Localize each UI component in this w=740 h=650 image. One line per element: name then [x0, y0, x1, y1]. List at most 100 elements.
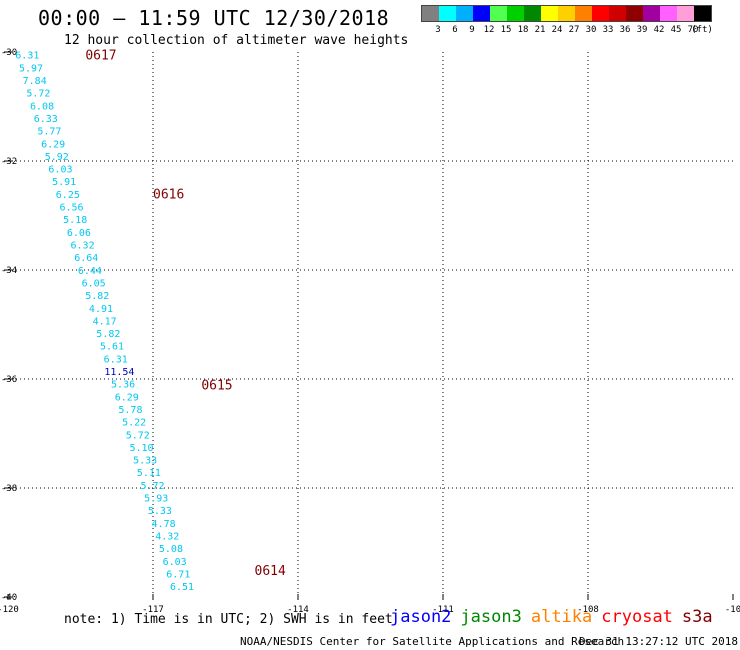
wave-height-point: 5.82	[96, 329, 120, 340]
color-scale-legend: 3 6 9 12 15 18 21 24 27 30 33 36 39 42 45 70 (ft)	[421, 5, 713, 36]
wave-height-point: 5.33	[148, 506, 172, 517]
wave-height-point: 11.54	[104, 367, 134, 378]
y-tick-label: -38	[1, 484, 17, 494]
legend-labels: 3 6 9 12 15 18 21 24 27 30 33 36 39 42 45 70 (ft)	[421, 22, 713, 36]
legend-swatch	[575, 6, 592, 21]
wave-height-point: 5.72	[26, 89, 50, 100]
wave-height-point: 5.82	[85, 291, 109, 302]
wave-height-point: 6.56	[59, 203, 83, 214]
legend-swatch	[626, 6, 643, 21]
satellite-name: altika	[530, 607, 593, 627]
wave-height-point: 5.93	[144, 494, 168, 505]
legend-label: 18	[517, 25, 529, 35]
wave-height-point: 5.33	[133, 456, 157, 467]
wave-height-point: 6.05	[82, 278, 106, 289]
y-tick-label: -32	[1, 157, 17, 167]
wave-height-point: 5.36	[111, 380, 135, 391]
wave-height-points: 6.315.977.845.726.086.335.776.295.926.03…	[15, 51, 194, 593]
wave-height-point: 6.03	[48, 165, 72, 176]
wave-height-point: 6.51	[170, 582, 194, 593]
wave-height-point: 6.33	[34, 114, 58, 125]
legend-label: 39	[636, 25, 648, 35]
wave-height-point: 5.61	[100, 342, 124, 353]
footnote: note: 1) Time is in UTC; 2) SWH is in fe…	[64, 612, 393, 627]
wave-height-point: 6.44	[78, 266, 102, 277]
wave-height-point: 6.29	[41, 139, 65, 150]
x-tick-label: -108	[577, 605, 599, 615]
legend-label: 33	[602, 25, 614, 35]
wave-height-point: 4.78	[152, 519, 176, 530]
wave-height-point: 5.78	[118, 405, 142, 416]
wave-height-point: 5.72	[126, 430, 150, 441]
wave-height-point: 5.08	[159, 544, 183, 555]
legend-swatch	[609, 6, 626, 21]
wave-height-point: 7.84	[23, 76, 47, 87]
wave-height-point: 6.71	[166, 569, 190, 580]
wave-height-point: 5.91	[52, 177, 76, 188]
legend-swatch	[456, 6, 473, 21]
legend-label: 6	[452, 25, 458, 35]
credit-line: NOAA/NESDIS Center for Satellite Applica…	[240, 635, 625, 648]
legend-label: (ft)	[691, 25, 713, 35]
legend-swatch	[643, 6, 660, 21]
x-tick-label: -117	[142, 605, 164, 615]
legend-label: 21	[534, 25, 546, 35]
wave-height-point: 6.06	[67, 228, 91, 239]
generated-timestamp: Dec 31 13:27:12 UTC 2018	[579, 635, 738, 648]
time-label: 0617	[85, 49, 116, 64]
legend-swatch	[592, 6, 609, 21]
legend-label: 9	[469, 25, 475, 35]
legend-label: 36	[619, 25, 631, 35]
chart-subtitle: 12 hour collection of altimeter wave hei…	[64, 33, 409, 48]
legend-swatch	[524, 6, 541, 21]
legend-label: 27	[568, 25, 580, 35]
satellite-name: jason3	[460, 607, 522, 627]
wave-height-point: 6.08	[30, 101, 54, 112]
chart-title: 00:00 – 11:59 UTC 12/30/2018	[38, 6, 390, 30]
legend-swatch	[541, 6, 558, 21]
legend-label: 3	[435, 25, 441, 35]
wave-height-point: 5.72	[140, 481, 164, 492]
y-tick-label: -40	[1, 593, 17, 603]
legend-label: 30	[585, 25, 597, 35]
wave-height-point: 5.92	[45, 152, 69, 163]
grid-lines	[8, 52, 733, 597]
axes	[4, 51, 734, 600]
y-tick-label: -34	[1, 266, 17, 276]
legend-swatches	[421, 5, 712, 22]
wave-height-point: 6.64	[74, 253, 98, 264]
legend-swatch	[439, 6, 456, 21]
legend-swatch	[660, 6, 677, 21]
legend-label: 42	[653, 25, 665, 35]
legend-swatch	[694, 6, 711, 21]
legend-label: 70	[687, 25, 699, 35]
wave-height-point: 5.18	[63, 215, 87, 226]
wave-height-point: 6.25	[56, 190, 80, 201]
legend-swatch	[422, 6, 439, 21]
legend-label: 45	[670, 25, 682, 35]
y-tick-label: -30	[1, 48, 17, 58]
x-tick-label: -111	[432, 605, 454, 615]
wave-height-point: 6.31	[104, 354, 128, 365]
y-tick-label: -36	[1, 375, 17, 385]
tick-labels: -30 -32 -34 -36 -38 -40 -120 -117 -114 -111 -108 -1…	[0, 48, 740, 615]
legend-label: 24	[551, 25, 563, 35]
x-tick-label: -10	[725, 605, 740, 615]
wave-height-point: 5.22	[122, 418, 146, 429]
legend-swatch	[507, 6, 524, 21]
satellite-name: cryosat	[601, 607, 673, 627]
satellite-name: jason2	[390, 607, 452, 627]
wave-height-point: 5.77	[37, 127, 61, 138]
wave-height-point: 6.03	[163, 557, 187, 568]
wave-height-point: 4.91	[89, 304, 113, 315]
wave-height-point: 4.32	[155, 531, 179, 542]
legend-swatch	[558, 6, 575, 21]
time-label: 0615	[201, 378, 232, 393]
x-tick-label: -120	[0, 605, 19, 615]
time-label: 0616	[153, 188, 184, 203]
legend-swatch	[473, 6, 490, 21]
wave-height-point: 6.31	[15, 51, 39, 62]
x-tick-label: -114	[287, 605, 309, 615]
wave-height-point: 5.10	[129, 443, 153, 454]
